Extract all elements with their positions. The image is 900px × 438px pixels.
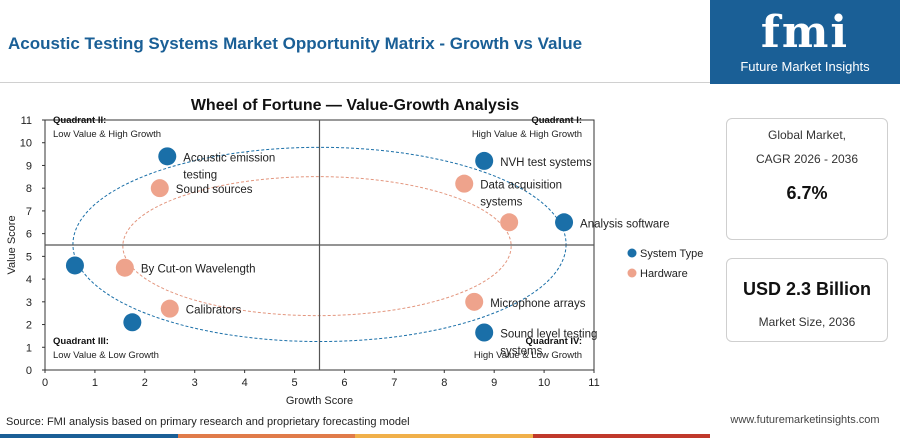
x-tick-label-3: 3 (192, 377, 198, 389)
y-tick-label-6: 6 (26, 229, 32, 241)
x-tick-label-1: 1 (92, 377, 98, 389)
cagr-label-line-1: Global Market, (767, 128, 847, 142)
legend-marker-1 (627, 268, 637, 278)
x-tick-label-10: 10 (538, 377, 550, 389)
y-tick-label-5: 5 (26, 251, 32, 263)
opportunity-matrix-chart: Wheel of Fortune — Value-Growth Analysis… (6, 97, 703, 407)
y-tick-label-9: 9 (26, 160, 32, 172)
point-label-1-1-1: systems (480, 197, 522, 209)
y-tick-label-2: 2 (26, 320, 32, 332)
x-tick-label-2: 2 (142, 377, 148, 389)
cagr-value: 6.7% (786, 183, 828, 203)
legend-label-1: Hardware (640, 268, 688, 280)
point-1-4 (160, 299, 179, 318)
market-size-value: USD 2.3 Billion (742, 279, 872, 299)
point-label-0-1-0: NVH test systems (500, 157, 592, 169)
y-tick-label-3: 3 (26, 297, 32, 309)
data-points (65, 147, 574, 342)
axes: 0 1 2 3 4 5 6 7 8 9 10 11 0 1 2 3 4 5 6 7 8 9 10 11 Growth Score… (6, 115, 600, 407)
point-0-5 (475, 323, 494, 342)
point-0-0 (158, 147, 177, 166)
y-tick-label-7: 7 (26, 206, 32, 218)
point-label-0-0-1: testing (183, 169, 217, 181)
bottom-bar-segment-0 (0, 434, 178, 438)
market-size-label: Market Size, 2036 (758, 315, 856, 329)
point-0-3 (65, 256, 84, 275)
x-axis-label: Growth Score (286, 395, 353, 407)
point-0-2 (555, 213, 574, 232)
y-tick-label-11: 11 (21, 115, 32, 127)
quadrant-q4-name: Quadrant IV: (526, 336, 582, 347)
series-ring-1 (122, 176, 512, 317)
y-axis-label: Value Score (6, 215, 18, 274)
y-tick-label-10: 10 (20, 138, 32, 150)
point-label-1-3-0: By Cut-on Wavelength (141, 264, 256, 276)
data-labels: Acoustic emission testing NVH test systems… (141, 152, 670, 357)
quadrant-q2-desc: Low Value & High Growth (53, 129, 161, 140)
chart-legend: System Type Hardware (627, 248, 703, 280)
legend-label-0: System Type (640, 248, 703, 260)
quadrant-labels: Quadrant II: Low Value & High Growth Quadr… (53, 115, 582, 361)
quadrant-dividers (45, 120, 594, 370)
point-0-1 (475, 151, 494, 170)
market-size-card: USD 2.3 Billion Market Size, 2036 (726, 258, 888, 342)
quadrant-q1-name: Quadrant I: (531, 115, 582, 126)
cagr-card: Global Market, CAGR 2026 - 2036 6.7% (726, 118, 888, 240)
y-tick-label-1: 1 (26, 342, 32, 354)
cagr-label-line-2: CAGR 2026 - 2036 (755, 152, 859, 166)
point-label-0-5-1: systems (500, 346, 542, 358)
quadrant-q3-name: Quadrant III: (53, 336, 109, 347)
y-tick-label-0: 0 (26, 365, 32, 377)
y-tick-label-4: 4 (26, 274, 32, 286)
x-tick-label-6: 6 (341, 377, 347, 389)
source-note: Source: FMI analysis based on primary re… (6, 416, 410, 428)
chart-title: Wheel of Fortune — Value-Growth Analysis (191, 97, 519, 114)
logo-mark: fmi (760, 6, 850, 58)
point-1-1 (455, 174, 474, 193)
y-tick-label-8: 8 (26, 183, 32, 195)
x-tick-label-7: 7 (391, 377, 397, 389)
title-divider (0, 82, 710, 83)
point-label-1-1-0: Data acquisition (480, 180, 562, 192)
bottom-bar-segment-1 (177, 434, 355, 438)
point-0-4 (123, 313, 142, 332)
point-label-0-2-0: Analysis software (580, 218, 669, 230)
brand-logo[interactable]: fmi Future Market Insights (710, 0, 900, 84)
quadrant-q2-name: Quadrant II: (53, 115, 106, 126)
page-title: Acoustic Testing Systems Market Opportun… (8, 34, 583, 53)
x-tick-label-0: 0 (42, 377, 48, 389)
point-label-1-4-0: Calibrators (186, 305, 242, 317)
point-1-0 (150, 179, 169, 198)
x-tick-label-11: 11 (588, 377, 599, 389)
legend-marker-0 (627, 248, 637, 258)
bottom-bar-segment-2 (355, 434, 533, 438)
bottom-color-bar (0, 434, 710, 438)
point-1-3 (115, 258, 134, 277)
logo-subtitle: Future Market Insights (740, 58, 870, 74)
bottom-bar-segment-3 (532, 434, 710, 438)
point-label-0-0-0: Acoustic emission (183, 152, 275, 164)
point-1-2 (500, 213, 519, 232)
point-1-5 (465, 292, 484, 311)
x-tick-label-5: 5 (291, 377, 297, 389)
x-tick-label-8: 8 (441, 377, 447, 389)
point-label-1-0-0: Sound sources (176, 184, 253, 196)
x-tick-label-9: 9 (491, 377, 497, 389)
quadrant-q1-desc: High Value & High Growth (472, 129, 582, 140)
quadrant-q3-desc: Low Value & Low Growth (53, 350, 159, 361)
point-label-1-5-0: Microphone arrays (490, 298, 585, 310)
point-label-0-5-0: Sound level testing (500, 329, 597, 341)
side-panel: fmi Future Market Insights Global Market… (710, 0, 900, 438)
x-tick-label-4: 4 (242, 377, 248, 389)
website-link[interactable]: www.futuremarketinsights.com (730, 414, 880, 426)
quadrant-q4-desc: High Value & Low Growth (474, 350, 582, 361)
